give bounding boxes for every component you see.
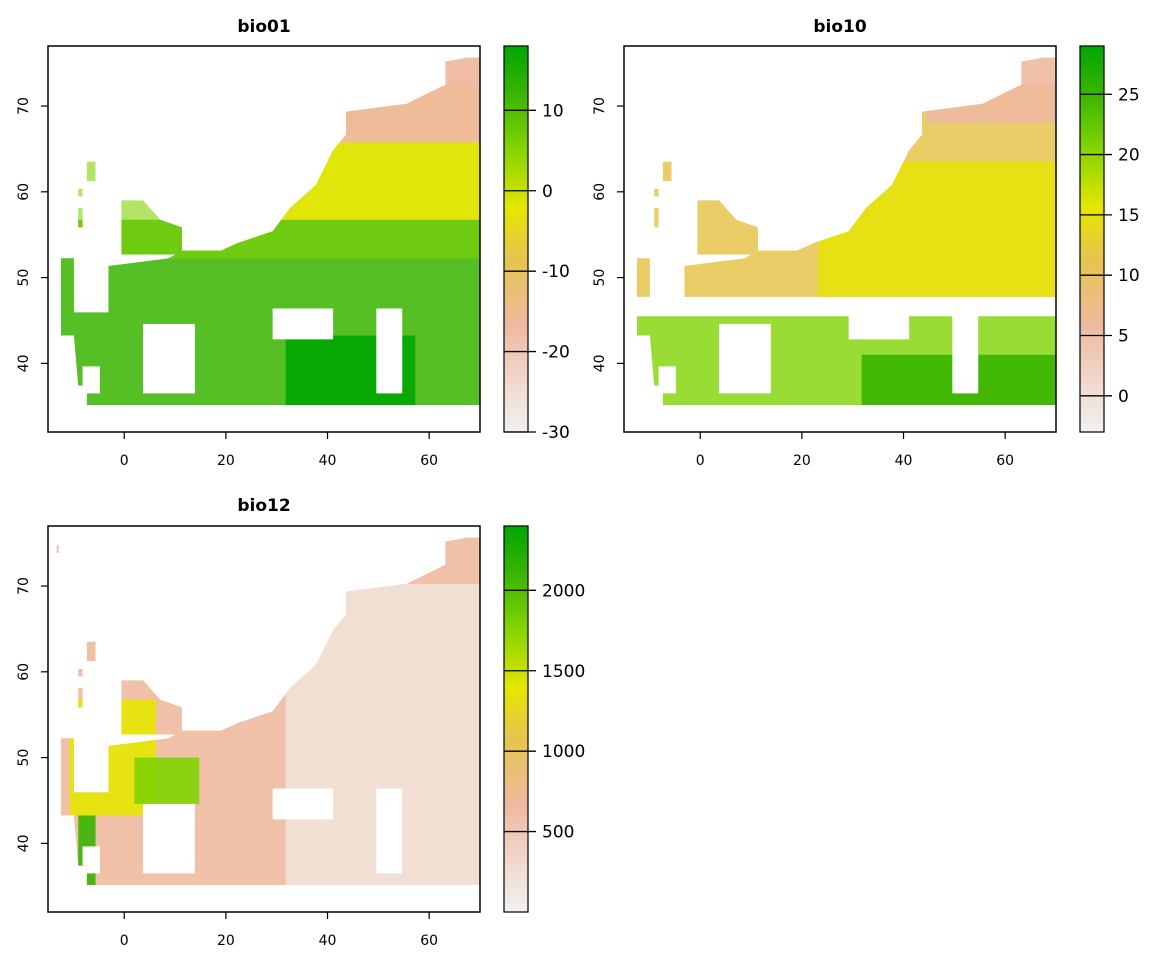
water-body [143, 803, 195, 874]
y-tick-label: 40 [16, 354, 32, 372]
raster-zone [307, 57, 480, 143]
x-tick-label: 40 [319, 933, 337, 949]
colorbar-tick-label: 1500 [542, 662, 585, 682]
colorbar-tick-label: 15 [1118, 206, 1140, 226]
colorbar-tick-label: -30 [542, 423, 570, 443]
map-frame [47, 525, 481, 913]
raster-zone [926, 57, 1056, 124]
panel-bio12: bio12 0 20 40 60 40 50 60 70 500 1000 1500 2000 [16, 496, 585, 949]
water-body [82, 846, 100, 874]
colorbar-fill [1080, 46, 1104, 432]
legend-colorbar: -30 -20 -10 0 10 [503, 45, 570, 443]
panel-title: bio12 [237, 496, 290, 516]
colorbar-tick-label: -10 [542, 262, 570, 282]
legend-colorbar: 0 5 10 15 20 25 [1079, 45, 1140, 433]
x-tick-label: 0 [120, 453, 129, 469]
x-tick-label: 60 [420, 453, 438, 469]
land-mask [56, 537, 480, 885]
land-mask [56, 57, 480, 405]
colorbar-tick-label: 2000 [542, 581, 585, 601]
colorbar-tick-label: 0 [542, 182, 553, 202]
colorbar-tick-label: 1000 [542, 742, 585, 762]
panel-bio10: bio10 0 20 40 60 40 50 60 70 0 5 10 15 20 25 [592, 17, 1140, 469]
x-tick-label: 20 [217, 453, 235, 469]
y-tick-label: 50 [16, 269, 32, 287]
y-tick-label: 70 [592, 97, 608, 115]
x-tick-label: 60 [420, 933, 438, 949]
x-tick-label: 40 [895, 453, 913, 469]
water-body [658, 366, 676, 394]
water-body [376, 788, 403, 874]
colorbar-frame [1079, 45, 1105, 433]
raster-layer [56, 537, 480, 885]
water-body [376, 308, 403, 394]
raster-layer [632, 57, 1056, 405]
water-body [952, 308, 979, 394]
colorbar-fill [504, 526, 528, 912]
colorbar-tick-label: -20 [542, 343, 570, 363]
colorbar-tick-label: 20 [1118, 146, 1140, 166]
water-body [143, 323, 195, 394]
colorbar-fill [504, 46, 528, 432]
water-body [82, 366, 100, 394]
colorbar-tick-label: 25 [1118, 85, 1140, 105]
x-tick-label: 20 [217, 933, 235, 949]
x-tick-label: 60 [996, 453, 1014, 469]
y-tick-label: 60 [592, 183, 608, 201]
map-frame [623, 45, 1057, 433]
colorbar-tick-label: 5 [1118, 327, 1129, 347]
x-tick-label: 20 [793, 453, 811, 469]
legend-colorbar: 500 1000 1500 2000 [503, 525, 585, 913]
water-body [719, 323, 771, 394]
colorbar-tick-label: 0 [1118, 387, 1129, 407]
map-frame [47, 45, 481, 433]
x-tick-label: 0 [120, 933, 129, 949]
y-tick-label: 40 [16, 834, 32, 852]
y-tick-label: 70 [16, 97, 32, 115]
raster-zone [134, 757, 200, 804]
water-body [848, 308, 910, 340]
y-tick-label: 60 [16, 183, 32, 201]
raster-zone [818, 161, 1056, 297]
y-tick-label: 50 [16, 749, 32, 767]
panel-title: bio01 [237, 17, 290, 37]
x-tick-label: 0 [696, 453, 705, 469]
water-body [272, 308, 334, 340]
panel-bio01: bio01 0 20 40 60 40 50 60 70 -30 -20 -10 0 10 [16, 17, 570, 469]
colorbar-frame [503, 525, 529, 913]
x-tick-label: 40 [319, 453, 337, 469]
y-tick-label: 40 [592, 354, 608, 372]
y-tick-label: 50 [592, 269, 608, 287]
colorbar-tick-label: 10 [542, 101, 564, 121]
raster-layer [56, 57, 480, 405]
y-tick-label: 70 [16, 577, 32, 595]
water-body [272, 788, 334, 820]
colorbar-tick-label: 10 [1118, 266, 1140, 286]
y-tick-label: 60 [16, 663, 32, 681]
panel-title: bio10 [813, 17, 867, 37]
colorbar-tick-label: 500 [542, 823, 574, 843]
land-mask [632, 57, 1056, 405]
